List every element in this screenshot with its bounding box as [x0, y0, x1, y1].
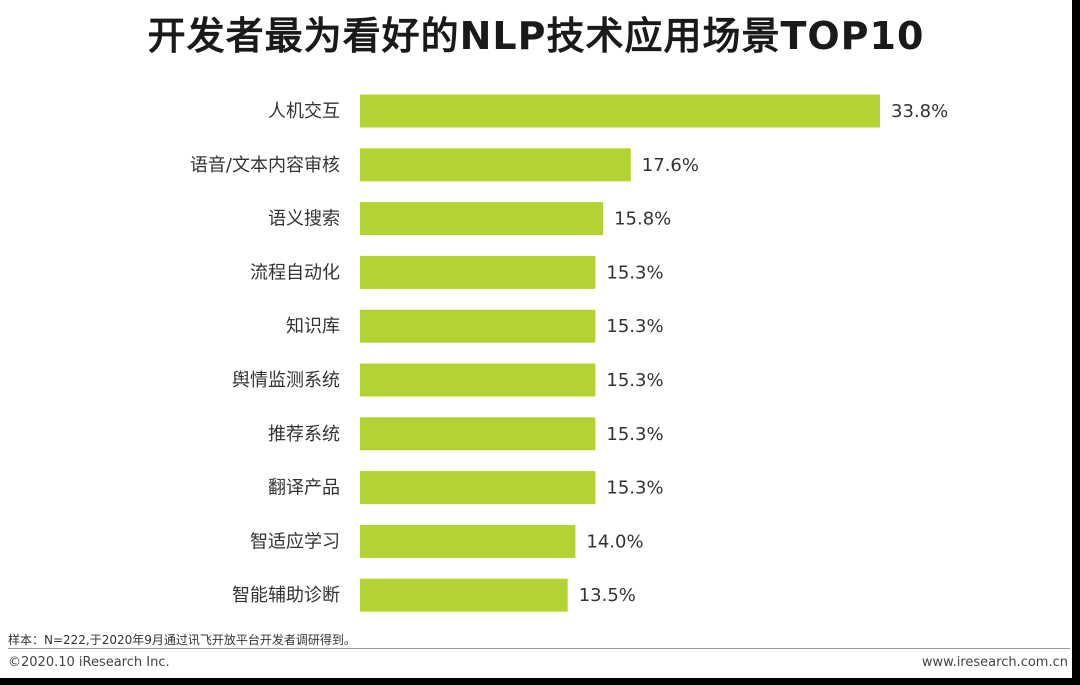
- bar: [360, 94, 880, 128]
- bar: [360, 578, 568, 612]
- value-label: 33.8%: [891, 101, 948, 122]
- category-label: 推荐系统: [268, 424, 340, 445]
- bar: [360, 202, 604, 236]
- bar-row: 智适应学习 14.0%: [250, 524, 644, 558]
- value-label: 15.3%: [606, 478, 663, 499]
- bar-row: 流程自动化 15.3%: [250, 255, 664, 289]
- sample-note: 样本：N=222,于2020年9月通过讯飞开放平台开发者调研得到。: [8, 633, 356, 647]
- category-label: 智适应学习: [250, 531, 340, 552]
- bar: [360, 471, 596, 505]
- value-label: 15.3%: [606, 262, 663, 283]
- value-label: 15.3%: [606, 424, 663, 445]
- category-label: 知识库: [286, 316, 340, 337]
- bar-row: 翻译产品 15.3%: [268, 471, 664, 505]
- value-label: 15.8%: [614, 209, 671, 230]
- bar: [360, 309, 596, 343]
- bar-row: 智能辅助诊断 13.5%: [232, 578, 636, 612]
- bar-row: 推荐系统 15.3%: [268, 417, 664, 451]
- category-label: 语音/文本内容审核: [190, 155, 340, 176]
- bar-row: 语义搜索 15.8%: [268, 202, 671, 236]
- bar-chart: 人机交互 33.8% 语音/文本内容审核 17.6% 语义搜索 15.8% 流程自动化 15.…: [190, 94, 948, 612]
- value-label: 15.3%: [606, 370, 663, 391]
- copyright-text: ©2020.10 iResearch Inc.: [8, 655, 170, 670]
- bar: [360, 363, 596, 397]
- value-label: 15.3%: [606, 316, 663, 337]
- value-label: 14.0%: [586, 531, 643, 552]
- category-label: 智能辅助诊断: [232, 585, 340, 606]
- bar: [360, 417, 596, 451]
- chart-title: 开发者最为看好的NLP技术应用场景TOP10: [147, 14, 925, 58]
- bar-row: 舆情监测系统 15.3%: [232, 363, 664, 397]
- bar: [360, 524, 576, 558]
- value-label: 13.5%: [579, 585, 636, 606]
- category-label: 语义搜索: [268, 209, 340, 230]
- footer-divider: [8, 648, 1070, 649]
- bar-row: 知识库 15.3%: [286, 309, 664, 343]
- bar-row: 语音/文本内容审核 17.6%: [190, 148, 699, 182]
- bar-row: 人机交互 33.8%: [268, 94, 948, 128]
- category-label: 人机交互: [268, 101, 340, 122]
- value-label: 17.6%: [642, 155, 699, 176]
- category-label: 流程自动化: [250, 262, 340, 283]
- category-label: 舆情监测系统: [232, 370, 340, 391]
- bar: [360, 148, 631, 182]
- category-label: 翻译产品: [268, 478, 340, 499]
- website-text: www.iresearch.com.cn: [921, 655, 1068, 670]
- bar: [360, 255, 596, 289]
